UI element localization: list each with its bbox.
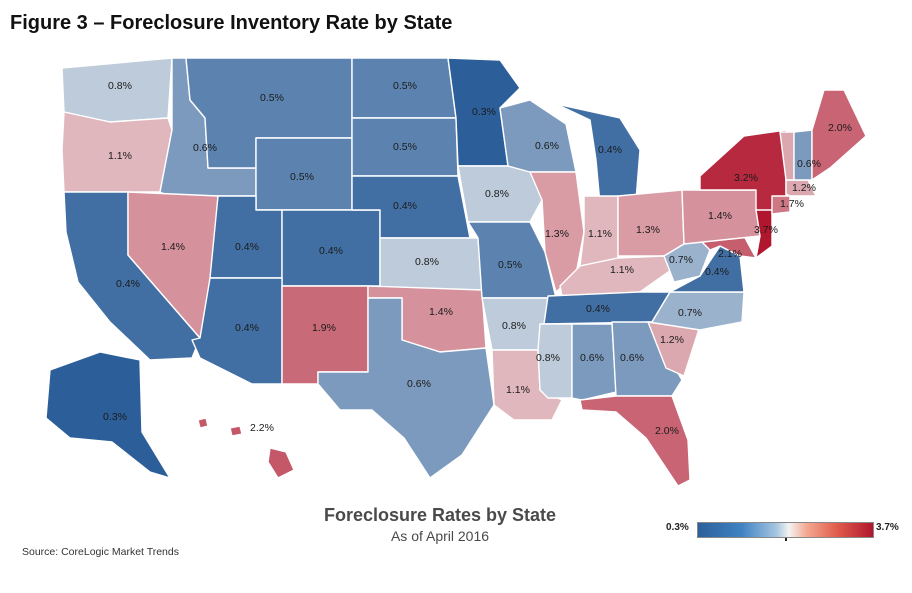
color-scale-max-label: 3.7% [876,522,899,533]
state-value-label-HI: 2.2% [250,422,274,434]
state-value-label-SD: 0.5% [393,141,417,153]
state-value-label-MT: 0.5% [260,92,284,104]
color-scale-min-label: 0.3% [666,522,689,533]
state-value-label-PA: 1.4% [708,210,732,222]
color-scale-tick [785,538,787,541]
legend-subtitle: As of April 2016 [390,528,490,544]
state-value-label-OK: 1.4% [429,306,453,318]
state-value-label-KY: 1.1% [610,264,634,276]
state-GA [611,321,683,397]
state-value-label-AZ: 0.4% [235,322,259,334]
state-value-label-NY: 3.2% [734,172,758,184]
legend-title: Foreclosure Rates by State [323,505,557,525]
state-value-label-MI: 0.4% [598,144,622,156]
state-value-label-WV: 0.7% [669,254,693,266]
state-ME [811,89,867,181]
state-value-label-NJ: 3.7% [754,224,778,236]
state-value-label-NM: 1.9% [312,322,336,334]
state-value-label-IL: 1.3% [545,228,569,240]
state-value-label-WA: 0.8% [108,80,132,92]
state-value-label-NE: 0.4% [393,200,417,212]
state-value-label-KS: 0.8% [415,256,439,268]
state-AL [571,323,617,401]
state-value-label-NC: 0.7% [678,307,702,319]
state-value-label-AK: 0.3% [103,411,127,423]
state-value-label-ME: 2.0% [828,122,852,134]
state-value-label-SC: 1.2% [660,334,684,346]
figure-title: Figure 3 – Foreclosure Inventory Rate by… [10,12,453,34]
state-value-label-ID: 0.6% [193,142,217,154]
state-value-label-TN: 0.4% [586,303,610,315]
state-value-label-CA: 0.4% [116,278,140,290]
state-FL [579,395,691,487]
state-value-label-NV: 1.4% [161,241,185,253]
state-value-label-MS: 0.8% [536,352,560,364]
state-value-label-NH: 0.6% [797,158,821,170]
state-value-label-MA: 1.2% [792,182,816,194]
state-value-label-TX: 0.6% [407,378,431,390]
state-value-label-OR: 1.1% [108,150,132,162]
source-note: Source: CoreLogic Market Trends [22,546,179,558]
state-NH [793,129,813,181]
state-TX [317,297,495,479]
state-value-label-VA: 0.4% [705,266,729,278]
state-value-label-UT: 0.4% [235,241,259,253]
state-value-label-WI: 0.6% [535,140,559,152]
state-value-label-OH: 1.3% [636,224,660,236]
state-value-label-MN: 0.3% [472,106,496,118]
state-CT [771,195,791,215]
state-value-label-FL: 2.0% [655,425,679,437]
state-AK [45,351,171,479]
state-value-label-MD: 2.1% [718,248,742,260]
state-value-label-CT: 1.7% [780,198,804,210]
state-value-label-WY: 0.5% [290,171,314,183]
state-value-label-GA: 0.6% [620,352,644,364]
state-value-label-AR: 0.8% [502,320,526,332]
state-NM [281,285,369,385]
state-value-label-AL: 0.6% [580,352,604,364]
state-value-label-IN: 1.1% [588,228,612,240]
state-value-label-ND: 0.5% [393,80,417,92]
state-WI [499,99,577,173]
state-HI [197,417,295,479]
color-scale-bar [697,522,874,538]
state-value-label-IA: 0.8% [485,188,509,200]
state-value-label-CO: 0.4% [319,245,343,257]
state-NJ [755,209,773,259]
state-value-label-LA: 1.1% [506,384,530,396]
state-value-label-MO: 0.5% [498,259,522,271]
